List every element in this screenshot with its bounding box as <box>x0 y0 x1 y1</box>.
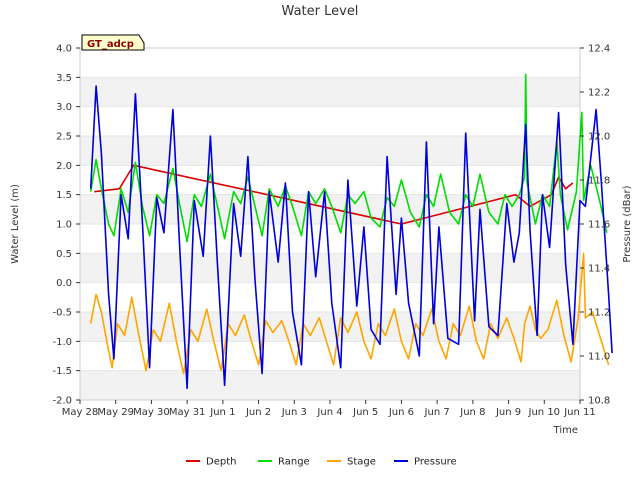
y-left-tick-label: 3.5 <box>56 73 72 84</box>
series-line-stage <box>89 252 610 375</box>
x-axis-label: Time <box>553 425 578 436</box>
x-tick-label: Jun 9 <box>495 407 521 418</box>
x-tick-label: Jun 2 <box>245 407 271 418</box>
series-line-pressure <box>89 85 613 390</box>
legend-label-stage: Stage <box>347 457 376 468</box>
y-right-tick-label: 11.0 <box>588 352 610 363</box>
y-right-tick-label: 12.2 <box>588 88 610 99</box>
y-left-tick-label: -2.0 <box>52 396 72 407</box>
y-left-tick-label: 2.5 <box>56 132 72 143</box>
station-label: GT_adcp <box>87 39 134 50</box>
legend-label-depth: Depth <box>206 457 236 468</box>
x-tick-label: May 29 <box>97 407 134 418</box>
y-left-tick-label: -1.5 <box>52 366 72 377</box>
x-tick-label: Jun 3 <box>281 407 307 418</box>
x-tick-label: May 31 <box>169 407 206 418</box>
y-axis-label-right: Pressure (dBar) <box>622 185 633 262</box>
legend-label-pressure: Pressure <box>414 457 457 468</box>
y-left-tick-label: 0.5 <box>56 249 72 260</box>
y-left-tick-label: 0.0 <box>56 278 72 289</box>
station-label-box: GT_adcp <box>81 34 145 51</box>
y-left-tick-label: -1.0 <box>52 337 72 348</box>
legend-label-range: Range <box>278 457 310 468</box>
x-tick-label: Jun 4 <box>316 407 342 418</box>
y-left-tick-label: 4.0 <box>56 44 72 55</box>
y-right-tick-label: 12.0 <box>588 132 610 143</box>
x-tick-label: Jun 8 <box>459 407 485 418</box>
grid-band <box>80 136 580 166</box>
x-tick-label: Jun 10 <box>528 407 561 418</box>
x-tick-label: May 28 <box>62 407 99 418</box>
series-line-range <box>89 73 608 243</box>
x-tick-label: Jun 1 <box>209 407 235 418</box>
y-right-tick-label: 11.4 <box>588 264 610 275</box>
x-tick-label: Jun 5 <box>352 407 378 418</box>
y-left-tick-label: -0.5 <box>52 308 72 319</box>
y-right-tick-labels: 10.8 11.0 11.2 11.4 11.6 11.8 12.0 12.2 12.4 <box>580 44 610 407</box>
x-tick-labels: May 28 May 29 May 30 May 31 Jun 1 Jun 2 Jun 3 J… <box>62 400 596 418</box>
x-tick-label: Jun 6 <box>388 407 414 418</box>
grid-band <box>80 312 580 342</box>
y-left-tick-label: 3.0 <box>56 102 72 113</box>
grid-band <box>80 77 580 107</box>
chart-title: Water Level <box>282 4 359 19</box>
x-tick-label: May 30 <box>133 407 170 418</box>
y-right-tick-label: 11.6 <box>588 220 610 231</box>
x-tick-label: Jun 11 <box>563 407 596 418</box>
legend: Depth Range Stage Pressure <box>186 457 457 468</box>
y-right-tick-label: 11.8 <box>588 176 610 187</box>
y-right-tick-label: 12.4 <box>588 44 610 55</box>
series-lines <box>89 73 613 390</box>
grid-band <box>80 370 580 400</box>
y-right-tick-label: 10.8 <box>588 396 610 407</box>
y-left-tick-label: 1.5 <box>56 190 72 201</box>
x-tick-label: Jun 7 <box>424 407 450 418</box>
y-left-tick-labels: -2.0 -1.5 -1.0 -0.5 0.0 0.5 1.0 1.5 2.0 2.5 3.0 3.5… <box>52 44 80 407</box>
y-left-tick-label: 2.0 <box>56 161 72 172</box>
y-left-tick-label: 1.0 <box>56 220 72 231</box>
y-axis-label-left: Water Level (m) <box>10 184 21 264</box>
y-right-tick-label: 11.2 <box>588 308 610 319</box>
